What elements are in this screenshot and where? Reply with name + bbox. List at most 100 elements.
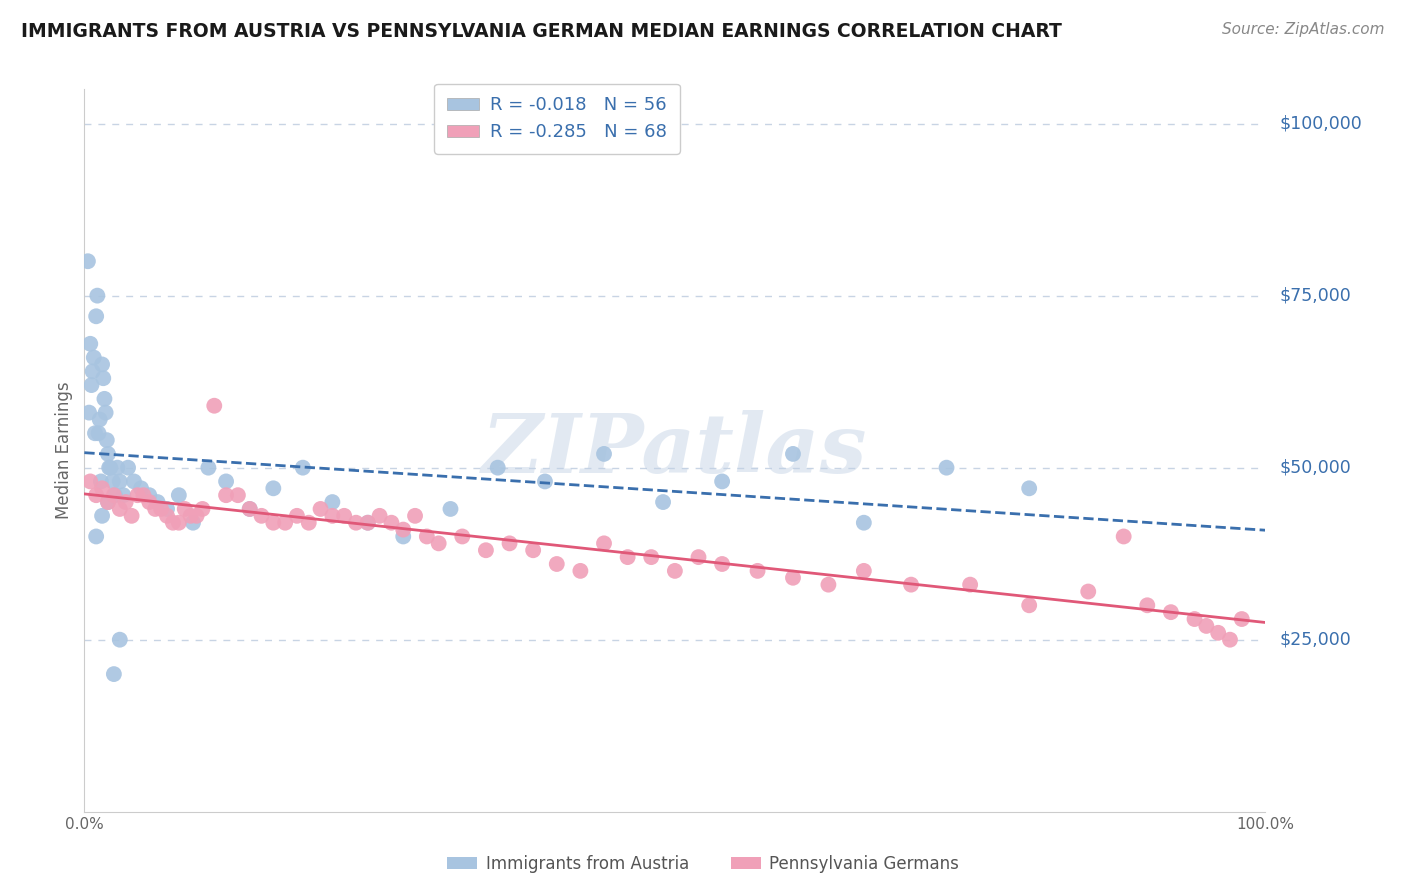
Point [112,488,135,502]
Point [368,508,391,523]
Point [1219,632,1241,647]
Text: ZIPatlas: ZIPatlas [482,410,868,491]
Point [156,508,179,523]
Point [711,475,734,489]
Point [380,516,402,530]
Point [782,571,804,585]
Point [1206,625,1229,640]
Point [959,577,981,591]
Point [285,508,308,523]
Point [262,516,284,530]
Point [1077,584,1099,599]
Point [83,351,105,365]
Point [89,412,111,426]
Point [127,488,149,502]
Point [309,502,332,516]
Point [593,447,616,461]
Point [186,508,208,523]
Point [1160,605,1182,619]
Point [291,460,314,475]
Point [1136,599,1159,613]
Point [138,488,160,502]
Point [129,481,152,495]
Point [1195,619,1218,633]
Point [1018,481,1040,495]
Point [215,488,238,502]
Point [239,502,262,516]
Point [96,433,118,447]
Point [569,564,592,578]
Point [138,495,160,509]
Point [156,502,179,516]
Point [852,564,875,578]
Point [150,502,173,516]
Point [321,508,343,523]
Point [321,495,343,509]
Point [274,516,297,530]
Point [107,460,129,475]
Point [546,557,568,571]
Point [852,516,875,530]
Point [87,426,110,441]
Point [97,495,120,509]
Point [93,392,115,406]
Point [534,475,557,489]
Point [101,475,124,489]
Point [652,495,675,509]
Point [167,488,190,502]
Point [711,557,734,571]
Point [344,516,367,530]
Text: Source: ZipAtlas.com: Source: ZipAtlas.com [1222,22,1385,37]
Point [117,460,139,475]
Point [1184,612,1206,626]
Point [226,488,249,502]
Point [416,529,439,543]
Point [86,288,108,302]
Point [143,502,166,516]
Point [167,516,190,530]
Point [121,508,143,523]
Point [215,475,238,489]
Point [84,310,107,324]
Point [439,502,461,516]
Point [616,550,638,565]
Text: $100,000: $100,000 [1279,114,1362,133]
Legend: R = -0.018   N = 56, R = -0.285   N = 68: R = -0.018 N = 56, R = -0.285 N = 68 [434,84,679,154]
Point [392,529,415,543]
Point [191,502,214,516]
Point [77,254,100,268]
Point [82,364,104,378]
Point [357,516,380,530]
Point [98,460,121,475]
Point [357,516,380,530]
Point [475,543,498,558]
Point [103,488,125,502]
Point [664,564,686,578]
Point [91,371,114,385]
Point [688,550,710,565]
Point [1230,612,1253,626]
Point [640,550,662,565]
Point [239,502,262,516]
Point [333,508,356,523]
Point [522,543,544,558]
Text: $75,000: $75,000 [1279,286,1351,305]
Point [298,516,321,530]
Point [98,460,121,475]
Point [114,495,136,509]
Point [392,523,415,537]
Point [202,399,225,413]
Point [79,475,101,489]
Point [486,460,509,475]
Point [173,502,195,516]
Point [1018,599,1040,613]
Text: $25,000: $25,000 [1279,631,1351,648]
Point [79,336,101,351]
Point [84,529,107,543]
Point [900,577,922,591]
Point [91,358,114,372]
Point [90,475,112,489]
Point [80,378,103,392]
Point [747,564,769,578]
Point [132,488,155,502]
